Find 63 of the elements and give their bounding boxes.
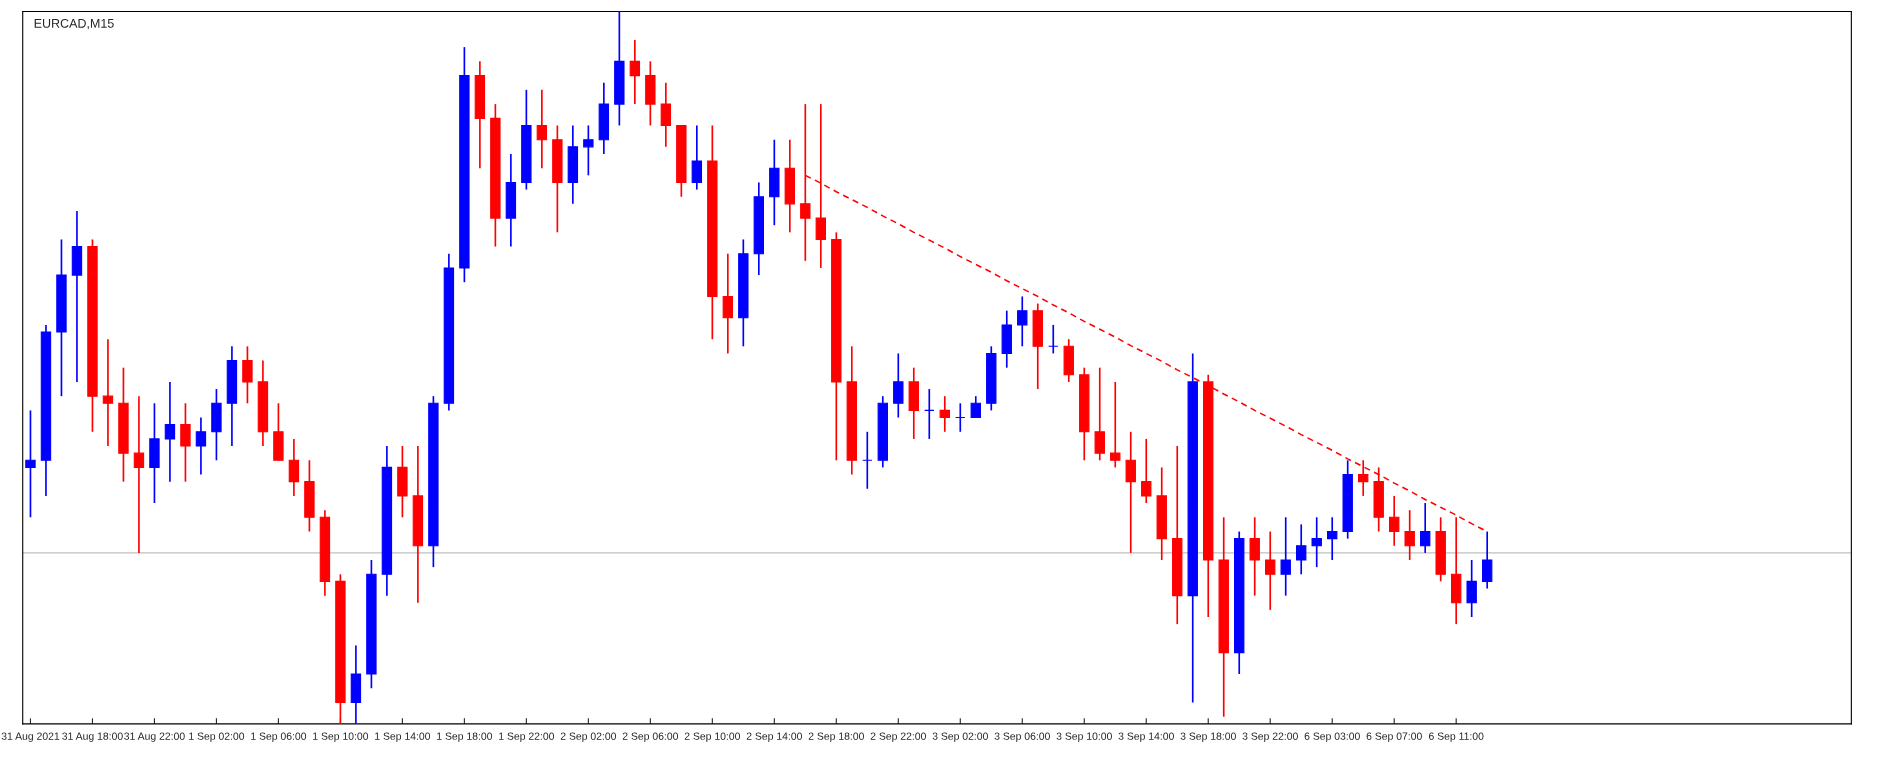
candlestick [1265, 530, 1276, 611]
candlestick [862, 430, 873, 490]
x-tick-label: 6 Sep 11:00 [1429, 732, 1484, 742]
candlestick [924, 388, 935, 440]
x-tick-label: 31 Aug 18:00 [62, 732, 123, 742]
x-tick-label: 3 Sep 18:00 [1180, 732, 1236, 742]
candlestick [25, 409, 36, 519]
x-tick-label: 3 Sep 02:00 [932, 732, 988, 742]
candlestick [1404, 509, 1415, 561]
candlestick [939, 395, 950, 433]
candlestick [893, 352, 904, 419]
x-tick-label: 6 Sep 07:00 [1366, 732, 1422, 742]
candlestick [536, 89, 548, 170]
x-tick-label: 3 Sep 22:00 [1242, 732, 1298, 742]
x-tick-label: 2 Sep 14:00 [746, 732, 802, 742]
candlestick [288, 438, 300, 497]
candlestick [1110, 381, 1121, 469]
candlestick [1481, 530, 1493, 590]
candlestick [1017, 295, 1028, 348]
candlestick [1311, 516, 1322, 568]
x-tick-label: 31 Aug 2021 [1, 732, 60, 742]
x-tick-label: 2 Sep 02:00 [560, 732, 617, 742]
x-tick-label: 3 Sep 10:00 [1056, 732, 1112, 742]
candlestick [691, 124, 703, 191]
x-tick-label: 1 Sep 22:00 [499, 732, 555, 742]
x-tick-label: 2 Sep 22:00 [870, 732, 926, 742]
candlestick [133, 395, 145, 554]
candlestick [242, 345, 253, 405]
candlestick [722, 252, 734, 355]
x-tick-label: 6 Sep 03:00 [1304, 732, 1360, 742]
x-tick-label: 1 Sep 14:00 [375, 732, 431, 742]
candlestick [970, 395, 981, 419]
candlestick [1141, 438, 1152, 504]
candlestick [1249, 516, 1260, 597]
candlestick [1094, 366, 1105, 462]
x-tick-label: 2 Sep 18:00 [808, 732, 864, 742]
candlestick [1125, 430, 1136, 554]
candlestick [1280, 516, 1291, 597]
candlestick [660, 81, 672, 148]
candlestick [1048, 324, 1059, 355]
x-tick-label: 2 Sep 06:00 [622, 732, 679, 742]
candlestick [195, 416, 207, 476]
candlestick [1296, 523, 1307, 576]
candlestick [629, 39, 641, 105]
candlestick [102, 338, 114, 447]
x-tick-label: 1 Sep 10:00 [313, 732, 369, 742]
candlestick [1327, 516, 1338, 561]
x-tick-label: 31 Aug 22:00 [124, 732, 185, 742]
x-tick-label: 3 Sep 06:00 [994, 732, 1050, 742]
candlestick [1466, 559, 1477, 618]
candlestick [955, 402, 966, 433]
x-tick-label: 2 Sep 10:00 [684, 732, 741, 742]
candlestick [1357, 459, 1369, 497]
x-tick-label: 1 Sep 18:00 [437, 732, 493, 742]
candlestick [164, 381, 176, 483]
x-tick-label: 1 Sep 02:00 [189, 732, 245, 742]
text: EURCAD,M15 [34, 18, 114, 30]
candlestick [1419, 502, 1431, 554]
x-tick-label: 1 Sep 06:00 [251, 732, 307, 742]
x-tick-label: 3 Sep 14:00 [1118, 732, 1174, 742]
candlestick [583, 124, 594, 177]
candlestick [180, 402, 191, 483]
candlestick [1388, 495, 1400, 547]
